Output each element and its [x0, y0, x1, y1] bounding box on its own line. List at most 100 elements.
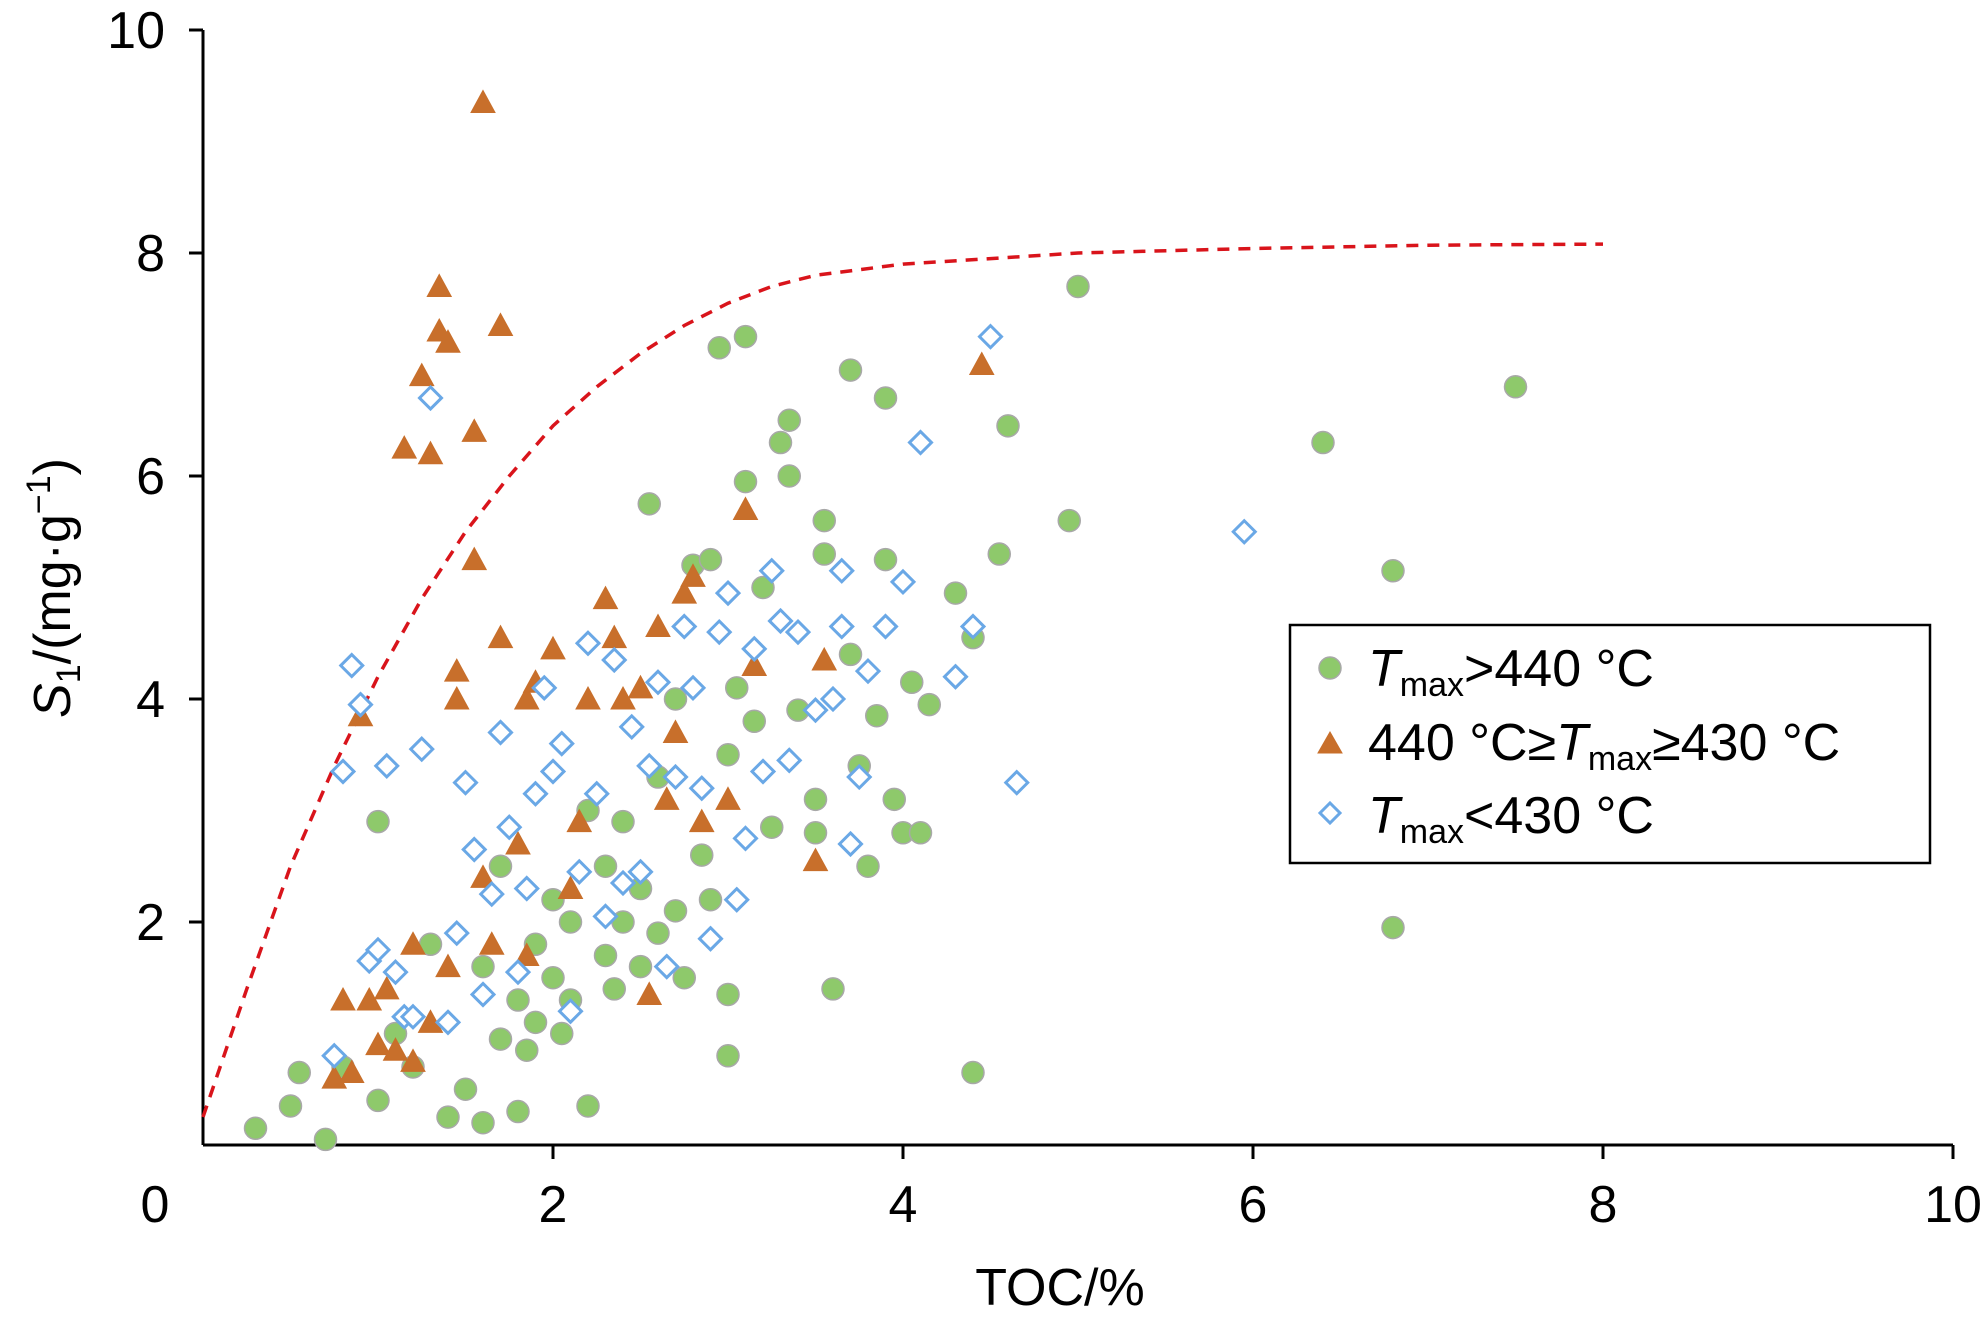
data-point-diamond	[714, 579, 742, 607]
data-point-circle	[908, 821, 933, 845]
data-point-diamond	[452, 769, 479, 796]
data-point-diamond	[854, 658, 882, 685]
x-tick-label: 4	[889, 1176, 918, 1234]
data-point-triangle	[968, 351, 995, 375]
data-point-circle	[803, 787, 828, 812]
data-point-circle	[663, 899, 688, 923]
data-point-diamond	[609, 869, 637, 897]
y-tick-label: 10	[107, 2, 165, 60]
data-point-diamond	[776, 747, 803, 774]
data-point-diamond	[802, 697, 829, 724]
data-point-diamond	[417, 384, 444, 412]
data-point-diamond	[496, 814, 523, 841]
data-point-triangle	[461, 418, 488, 442]
data-point-circle	[961, 1060, 985, 1085]
data-point-diamond	[767, 607, 794, 635]
legend-post: <430 °C	[1464, 787, 1654, 845]
data-point-diamond	[959, 613, 987, 640]
legend-marker-circle	[1318, 656, 1342, 680]
data-point-triangle	[513, 942, 540, 966]
data-point-diamond	[443, 920, 470, 947]
fit-curve	[201, 242, 1604, 1118]
data-point-diamond	[1003, 769, 1030, 796]
data-point-circle	[663, 687, 688, 711]
data-point-circle	[716, 982, 740, 1007]
data-point-circle	[873, 547, 898, 572]
data-point-diamond	[697, 925, 724, 952]
data-point-diamond	[662, 763, 689, 791]
data-point-diamond	[688, 775, 715, 802]
legend-sub: max	[1400, 813, 1464, 851]
data-point-triangle	[575, 685, 601, 710]
data-point-diamond	[758, 557, 785, 584]
data-point-triangle	[811, 646, 838, 671]
y-axis-title-close: )	[24, 458, 82, 475]
data-point-triangle	[592, 585, 619, 610]
data-point-circle	[742, 709, 766, 734]
tick-labels: 0 2 4 6 8 10 2 4 6 8 10	[107, 2, 1982, 1234]
data-point-triangle	[627, 674, 654, 699]
y-tick-label: 4	[136, 671, 165, 729]
x-tick-label: 6	[1239, 1176, 1268, 1234]
data-point-circle	[803, 821, 828, 845]
data-point-triangle	[478, 931, 505, 955]
legend: Tmax>440 °C 440 °C≥Tmax≥430 °C Tmax<430 …	[1288, 623, 1932, 865]
data-point-triangle	[391, 435, 418, 459]
data-point-circle	[751, 575, 775, 600]
data-point-diamond	[373, 752, 400, 780]
data-point-triangle	[557, 875, 584, 900]
data-point-circle	[856, 854, 880, 878]
data-point-diamond	[329, 758, 357, 785]
data-point-circle	[987, 542, 1011, 566]
data-point-triangle	[435, 953, 461, 978]
data-point-triangle	[373, 975, 400, 1000]
y-axis-title-sub: 1	[50, 664, 88, 683]
data-point-triangle	[435, 329, 461, 353]
data-point-triangle	[417, 440, 444, 465]
legend-item-circle: Tmax>440 °C	[1318, 640, 1654, 704]
data-point-circle	[646, 921, 670, 945]
data-point-triangle	[671, 580, 698, 604]
data-point-circle	[541, 887, 565, 912]
data-point-diamond	[828, 557, 855, 584]
legend-marker-diamond	[1317, 800, 1343, 826]
data-point-diamond	[837, 830, 864, 858]
data-point-triangle	[540, 635, 566, 660]
data-point-diamond	[583, 780, 610, 807]
data-point-diamond	[723, 886, 750, 913]
data-point-circle	[777, 408, 801, 432]
data-point-triangle	[400, 1048, 426, 1072]
data-point-circle	[558, 910, 583, 934]
data-point-diamond	[828, 613, 855, 640]
y-axis-title-var: S	[24, 683, 82, 718]
series-diamond	[321, 323, 1258, 1069]
y-axis-title-rest: /(mg·g	[24, 514, 82, 664]
data-point-circle	[593, 854, 618, 878]
series-circle	[243, 274, 1528, 1152]
legend-pre: 440 °C≥	[1368, 714, 1556, 772]
data-point-circle	[366, 1088, 390, 1113]
data-point-diamond	[364, 936, 392, 963]
ticks	[189, 28, 1955, 1159]
data-point-circle	[716, 743, 740, 767]
y-tick-label: 2	[136, 894, 165, 952]
data-point-circle	[672, 966, 696, 990]
data-point-diamond	[942, 663, 969, 690]
data-point-diamond	[434, 1009, 462, 1036]
data-point-diamond	[321, 1042, 348, 1069]
legend-var: T	[1556, 714, 1591, 772]
data-point-triangle	[601, 624, 628, 649]
data-point-circle	[243, 1116, 268, 1141]
data-point-circle	[733, 469, 758, 494]
data-point-triangle	[688, 808, 715, 833]
data-point-diamond	[566, 858, 593, 885]
legend-item-diamond: Tmax<430 °C	[1317, 787, 1654, 851]
data-point-diamond	[627, 858, 654, 885]
data-point-circle	[812, 542, 836, 566]
legend-sub: max	[1588, 740, 1652, 778]
data-point-circle	[436, 1105, 460, 1129]
data-point-triangle	[443, 658, 470, 682]
data-point-diamond	[749, 758, 777, 785]
legend-var: T	[1368, 640, 1403, 698]
data-point-circle	[812, 508, 836, 533]
